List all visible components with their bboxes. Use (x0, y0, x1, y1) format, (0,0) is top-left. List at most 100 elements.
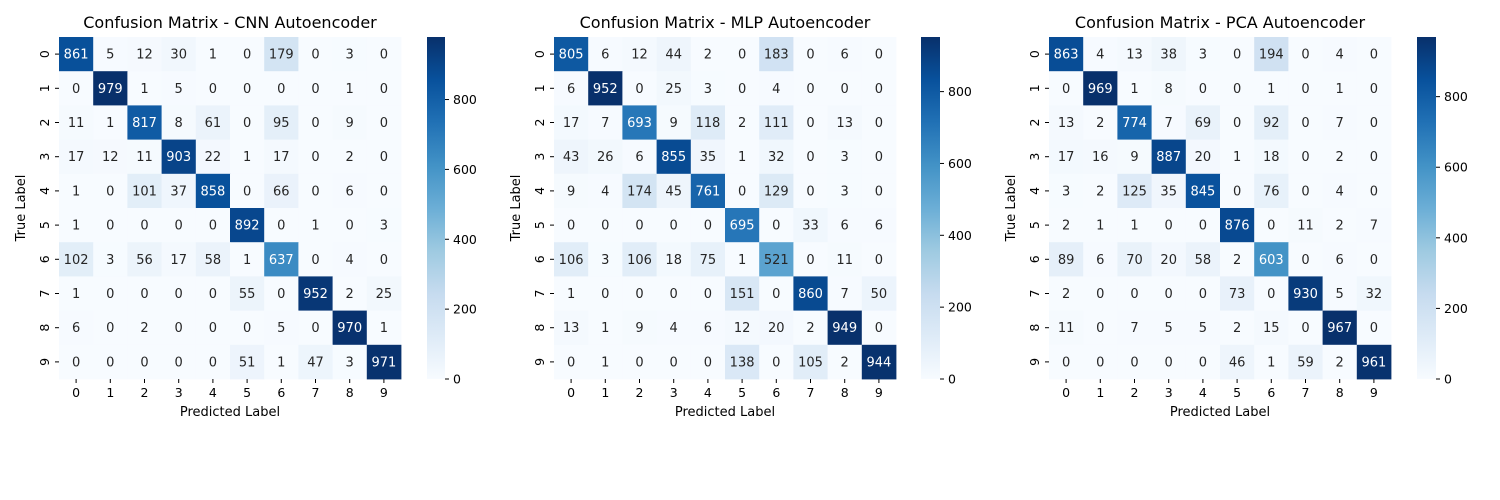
heatmap-cell (127, 71, 162, 106)
heatmap-cell (1356, 208, 1392, 243)
x-tick-label: 5 (1233, 385, 1241, 400)
cell-value-label: 2 (1096, 116, 1104, 131)
heatmap-cell (656, 71, 692, 106)
y-tick-label: 9 (1027, 358, 1042, 366)
heatmap-cell (656, 105, 692, 140)
cell-value-label: 70 (1126, 253, 1143, 268)
heatmap-cell (1220, 242, 1255, 277)
heatmap-cell (195, 242, 231, 277)
heatmap-cell (161, 310, 197, 346)
x-tick-label: 1 (106, 385, 114, 400)
cell-value-label: 11 (836, 253, 853, 268)
cell-value-label: 0 (1301, 184, 1309, 199)
cell-value-label: 971 (371, 355, 396, 370)
cell-value-label: 1 (277, 355, 285, 370)
heatmap-cell (264, 105, 299, 140)
heatmap-cell (1151, 208, 1187, 243)
cell-value-label: 805 (559, 48, 584, 63)
cell-value-label: 0 (140, 355, 148, 370)
heatmap-cell (1288, 71, 1323, 106)
cell-value-label: 0 (601, 287, 609, 302)
heatmap-cell (1049, 37, 1084, 72)
cell-value-label: 0 (209, 219, 217, 234)
cell-value-label: 5 (1199, 321, 1207, 336)
heatmap-cell (827, 310, 863, 346)
cell-value-label: 0 (140, 287, 148, 302)
cell-value-label: 0 (106, 219, 114, 234)
heatmap-cell (690, 173, 726, 209)
y-tick-label: 7 (37, 290, 52, 298)
heatmap-cell (195, 310, 231, 346)
cell-value-label: 1 (1267, 355, 1275, 370)
cell-value-label: 3 (1062, 184, 1070, 199)
heatmap-cell (366, 242, 402, 277)
cell-value-label: 0 (380, 48, 388, 63)
x-tick-label: 9 (1370, 385, 1378, 400)
heatmap-cell (656, 173, 692, 209)
heatmap-cell (332, 310, 368, 346)
cell-value-label: 4 (772, 82, 780, 97)
cell-value-label: 0 (1062, 355, 1070, 370)
heatmap-cell (230, 310, 265, 346)
cell-value-label: 0 (277, 82, 285, 97)
cell-value-label: 43 (563, 150, 580, 165)
cell-value-label: 2 (738, 116, 746, 131)
heatmap-cell (93, 344, 128, 380)
heatmap-cell (1083, 37, 1118, 72)
heatmap-cell (59, 139, 94, 175)
heatmap-cell (1322, 105, 1358, 140)
cell-value-label: 0 (209, 287, 217, 302)
heatmap-cell (298, 139, 333, 175)
cell-value-label: 0 (704, 287, 712, 302)
cell-value-label: 0 (209, 82, 217, 97)
cell-value-label: 16 (1092, 150, 1109, 165)
heatmap-cell (1254, 310, 1289, 346)
heatmap-cell (1151, 139, 1187, 175)
cell-value-label: 3 (106, 253, 114, 268)
heatmap-cell (759, 173, 794, 209)
cell-value-label: 9 (567, 184, 575, 199)
cell-value-label: 0 (567, 355, 575, 370)
heatmap-cell (1049, 344, 1084, 380)
cell-value-label: 7 (1130, 321, 1138, 336)
cell-value-label: 0 (772, 287, 780, 302)
cell-value-label: 12 (136, 48, 153, 63)
heatmap-cell (759, 310, 794, 346)
cell-value-label: 0 (277, 287, 285, 302)
heatmap-cell (366, 344, 402, 380)
heatmap-cell (1049, 173, 1084, 209)
heatmap-cell (1185, 139, 1221, 175)
cell-value-label: 0 (311, 253, 319, 268)
heatmap-cell (195, 208, 231, 243)
heatmap-cell (298, 276, 333, 311)
cell-value-label: 6 (875, 219, 883, 234)
cell-value-label: 22 (205, 150, 222, 165)
heatmap-cell (622, 344, 657, 380)
cell-value-label: 15 (1263, 321, 1280, 336)
y-tick-label: 7 (532, 290, 547, 298)
y-tick-label: 3 (532, 153, 547, 161)
x-tick-label: 8 (841, 385, 849, 400)
cell-value-label: 0 (1096, 321, 1104, 336)
heatmap-cell (725, 344, 760, 380)
heatmap-cell (622, 276, 657, 311)
cell-value-label: 952 (303, 287, 328, 302)
heatmap-cell (230, 276, 265, 311)
cell-value-label: 61 (205, 116, 222, 131)
colorbar (921, 37, 940, 379)
heatmap-cell (93, 310, 128, 346)
heatmap-cell (1254, 276, 1289, 311)
cell-value-label: 7 (1336, 116, 1344, 131)
cell-value-label: 12 (734, 321, 751, 336)
heatmap-cell (1049, 208, 1084, 243)
cell-value-label: 4 (346, 253, 354, 268)
cell-value-label: 0 (704, 355, 712, 370)
colorbar-tick-label: 200 (453, 302, 477, 317)
cell-value-label: 0 (1267, 219, 1275, 234)
heatmap-cell (1322, 242, 1358, 277)
heatmap-cell (588, 71, 623, 106)
cell-value-label: 1 (738, 253, 746, 268)
x-tick-label: 3 (175, 385, 183, 400)
cell-value-label: 9 (1130, 150, 1138, 165)
